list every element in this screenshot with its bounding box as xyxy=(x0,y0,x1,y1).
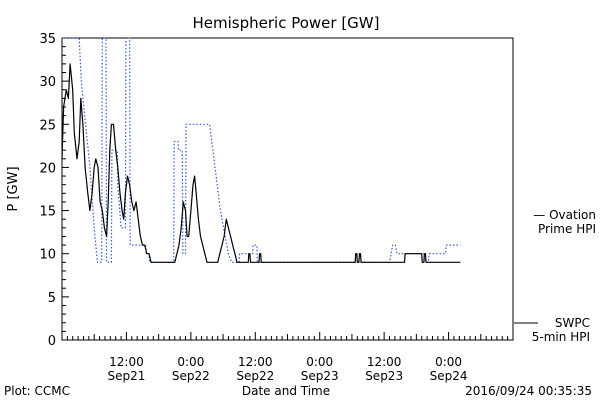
legend-ovation-line1: — Ovation xyxy=(533,208,596,222)
chart-title: Hemispheric Power [GW] xyxy=(193,14,380,32)
y-axis-label: P [GW] xyxy=(6,166,21,211)
y-tick-label: 30 xyxy=(39,75,56,90)
y-tick-label: 15 xyxy=(39,205,56,220)
x-tick-date-label: Sep21 xyxy=(107,369,145,383)
x-axis: 12:00Sep210:00Sep2212:00Sep220:00Sep2312… xyxy=(61,332,514,383)
legend-swpc-line2: 5-min HPI xyxy=(532,330,590,344)
legend-swpc: SWPC 5-min HPI xyxy=(514,316,590,344)
y-tick-label: 0 xyxy=(48,334,56,349)
legend-ovation-line2: Prime HPI xyxy=(538,222,596,236)
plot-credit: Plot: CCMC xyxy=(4,384,70,398)
x-tick-time-label: 0:00 xyxy=(435,355,462,369)
y-axis: 0 5 10 15 20 25 30 35 xyxy=(39,32,69,349)
x-tick-time-label: 12:00 xyxy=(238,355,273,369)
x-tick-date-label: Sep24 xyxy=(430,369,468,383)
plot-timestamp: 2016/09/24 00:35:35 xyxy=(465,384,592,398)
x-tick-date-label: Sep23 xyxy=(365,369,403,383)
y-tick-label: 10 xyxy=(39,248,56,263)
series-ovation-prime-line xyxy=(62,37,461,263)
series-swpc-hpi-line xyxy=(61,63,461,263)
x-tick-time-label: 0:00 xyxy=(177,355,204,369)
series-layer xyxy=(61,37,461,263)
x-axis-label: Date and Time xyxy=(242,384,330,398)
y-tick-label: 5 xyxy=(48,291,56,306)
x-tick-date-label: Sep23 xyxy=(301,369,339,383)
y-tick-label: 35 xyxy=(39,32,56,47)
x-tick-date-label: Sep22 xyxy=(236,369,274,383)
x-tick-date-label: Sep22 xyxy=(172,369,210,383)
x-tick-time-label: 12:00 xyxy=(109,355,144,369)
x-tick-time-label: 12:00 xyxy=(367,355,402,369)
y-tick-label: 25 xyxy=(39,118,56,133)
x-tick-time-label: 0:00 xyxy=(306,355,333,369)
legend-swpc-line1: SWPC xyxy=(555,316,590,330)
y-tick-label: 20 xyxy=(39,161,56,176)
legend-ovation: — Ovation Prime HPI xyxy=(533,208,596,236)
